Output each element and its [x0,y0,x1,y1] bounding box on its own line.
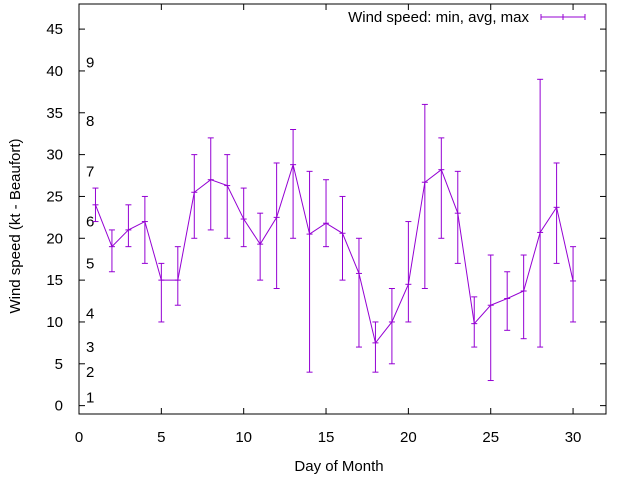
x-tick-label: 25 [482,429,499,446]
x-axis: 0 5 10 15 20 25 30 [75,4,582,446]
x-tick-label: 10 [235,429,252,446]
y-tick-label: 20 [46,230,63,247]
error-bar [355,237,362,348]
error-bar [273,162,280,289]
error-bar [108,229,115,273]
error-bar [306,170,313,373]
error-bar [191,154,198,239]
x-tick-label: 0 [75,429,83,446]
error-bar [553,162,560,264]
error-bar [323,179,330,248]
beaufort-label: 9 [86,55,94,72]
error-bar [372,321,379,373]
error-bar [438,137,445,239]
plot-frame [78,3,607,415]
y-tick-label: 45 [46,21,63,38]
error-bar [141,195,148,264]
y-tick-label: 25 [46,188,63,205]
y-tick-label: 15 [46,272,63,289]
error-bar [454,170,461,264]
beaufort-label: 6 [86,214,94,231]
y-tick-label: 5 [55,356,63,373]
error-bar [388,287,395,365]
y-axis-title: Wind speed (kt - Beaufort) [7,138,24,313]
beaufort-label: 2 [86,364,94,381]
x-tick-label: 30 [565,429,582,446]
y-tick-label: 35 [46,105,63,122]
error-bars [92,78,577,382]
y-tick-label: 30 [46,147,63,164]
legend-sample [540,14,586,20]
x-tick-label: 20 [400,429,417,446]
y-tick-label: 10 [46,314,63,331]
error-bar [570,246,577,323]
beaufort-label: 4 [86,306,94,323]
error-bar [207,137,214,231]
error-bar [125,204,132,248]
error-bar [290,129,297,239]
x-tick-label: 15 [318,429,335,446]
y-tick-label: 40 [46,63,63,80]
beaufort-label: 7 [86,163,94,180]
beaufort-scale: 1 2 3 4 5 6 7 8 9 [86,55,94,407]
beaufort-label: 1 [86,389,94,406]
beaufort-label: 8 [86,113,94,130]
error-bar [487,254,494,382]
error-bar [257,212,264,281]
beaufort-label: 5 [86,255,94,272]
error-bar [520,254,527,340]
error-bar [224,154,231,239]
error-bar [174,246,181,306]
error-bar [240,187,247,248]
error-bar [504,271,511,331]
legend-label: Wind speed: min, avg, max [348,9,529,26]
error-bar [339,195,346,281]
error-bar [405,221,412,323]
series-line [95,162,574,345]
error-bar [537,78,544,348]
y-tick-label: 0 [55,398,63,415]
legend: Wind speed: min, avg, max [348,9,586,26]
x-tick-label: 5 [157,429,165,446]
beaufort-label: 3 [86,339,94,356]
x-axis-title: Day of Month [294,458,383,475]
